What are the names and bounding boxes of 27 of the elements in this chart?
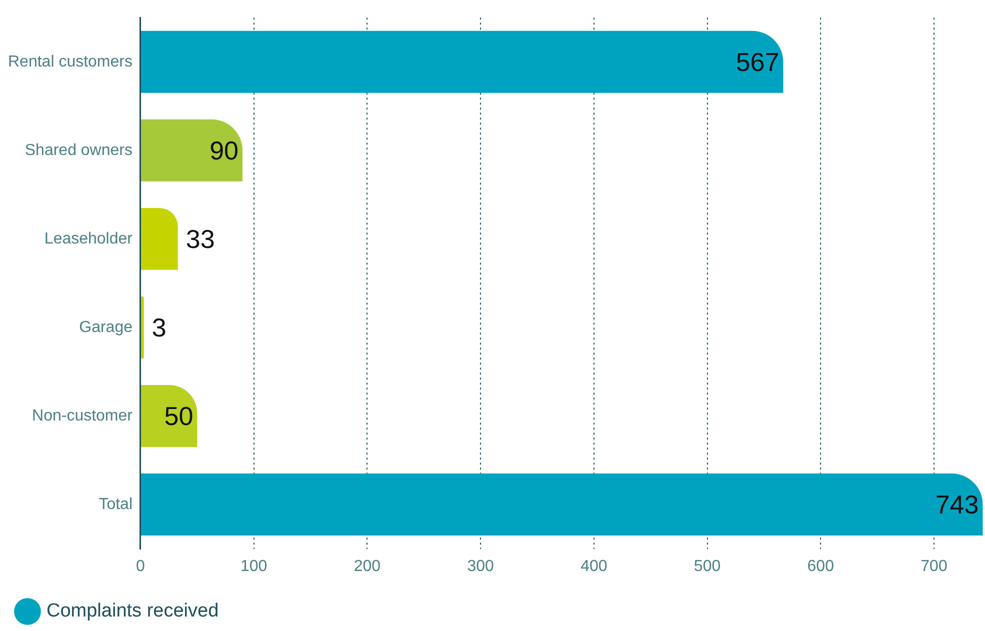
bar (140, 296, 144, 358)
bar (140, 208, 178, 270)
y-tick-label: Leaseholder (44, 230, 134, 248)
y-tick-label: Rental customers (8, 53, 132, 70)
y-tick-label: Garage (79, 318, 133, 336)
data-label: 3 (152, 312, 166, 343)
bar (140, 474, 983, 536)
y-tick-label: Shared owners (24, 142, 132, 159)
legend-label: Complaints received (46, 600, 219, 622)
data-label: 743 (935, 490, 979, 520)
data-label: 33 (186, 224, 215, 254)
y-tick-label: Total (98, 496, 132, 513)
bar (140, 119, 243, 182)
bar (140, 30, 784, 93)
x-tick-label: 700 (920, 558, 948, 575)
x-tick-label: 600 (807, 558, 834, 575)
x-tick-label: 0 (136, 558, 146, 575)
x-tick-label: 300 (467, 558, 494, 575)
bar (140, 385, 198, 447)
y-tick-label: Non-customer (32, 407, 134, 424)
x-tick-label: 100 (240, 558, 268, 575)
x-tick-label: 400 (580, 558, 608, 575)
data-label: 50 (164, 401, 194, 432)
data-label: 567 (736, 47, 780, 78)
x-tick-label: 500 (694, 558, 721, 575)
data-label: 90 (210, 136, 239, 166)
x-tick-label: 200 (354, 558, 381, 575)
